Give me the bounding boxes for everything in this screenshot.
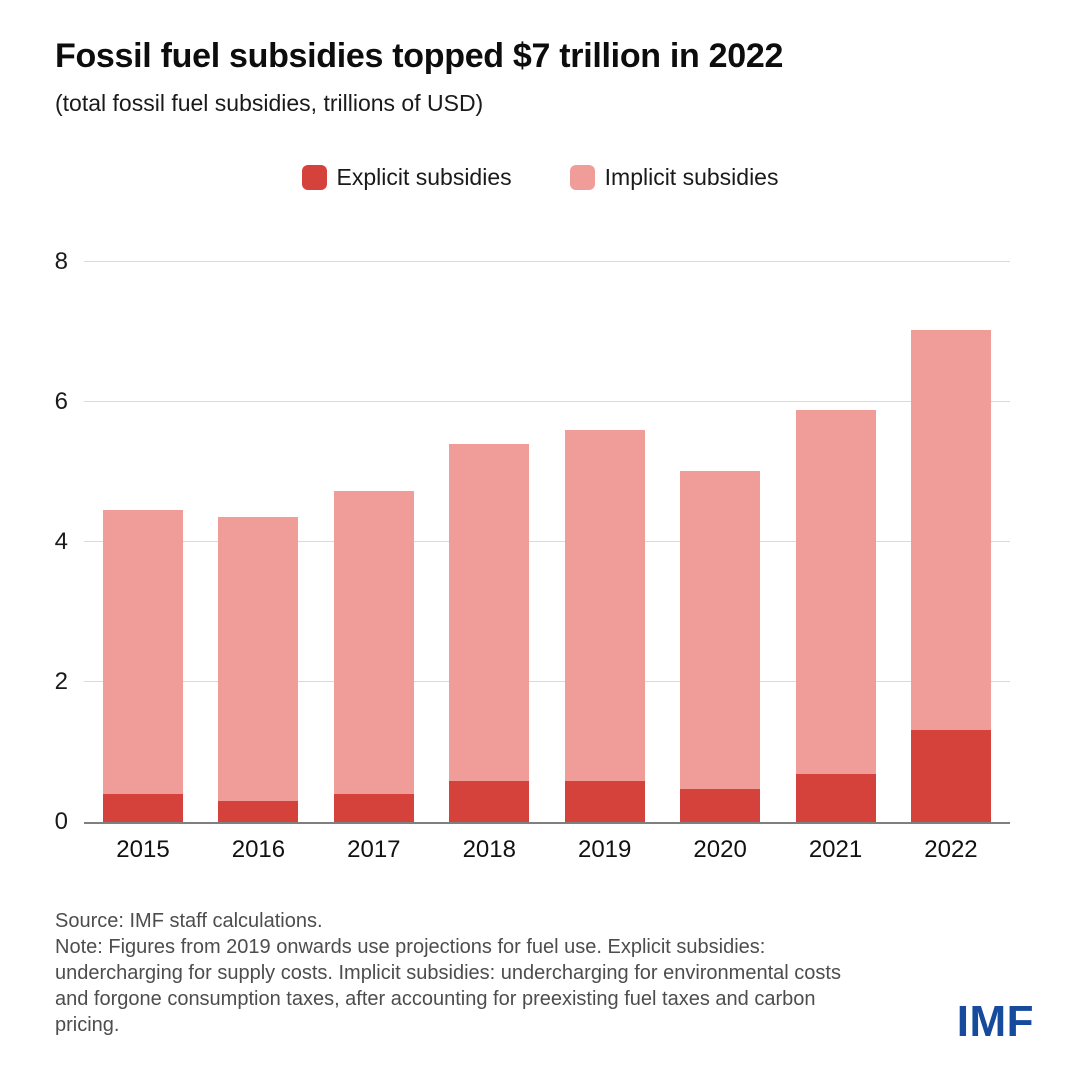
explicit-segment-2020 (680, 789, 761, 822)
implicit-segment-2020 (680, 471, 761, 790)
implicit-segment-2022 (910, 329, 991, 731)
x-tick-label-2020: 2020 (693, 836, 747, 863)
explicit-segment-2016 (218, 801, 299, 822)
bar-2019 (564, 262, 645, 822)
note-line: Note: Figures from 2019 onwards use proj… (55, 936, 841, 1036)
explicit-segment-2021 (795, 773, 876, 822)
x-tick-label-2015: 2015 (116, 836, 170, 863)
bars-container (84, 262, 1010, 822)
y-tick-label-2: 2 (54, 668, 68, 695)
chart-subtitle: (total fossil fuel subsidies, trillions … (55, 90, 484, 116)
bar-2020 (680, 262, 761, 822)
y-tick-label-0: 0 (54, 808, 68, 835)
x-axis-labels: 2015 2016 2017 2018 2019 2020 2021 2022 (84, 836, 1010, 864)
source-line: Source: IMF staff calculations. (55, 910, 323, 932)
implicit-segment-2019 (564, 430, 645, 781)
explicit-subsidies-swatch-icon (301, 164, 327, 190)
footnote: Source: IMF staff calculations. Note: Fi… (55, 908, 855, 1038)
gridline-2 (84, 681, 1010, 682)
y-tick-label-4: 4 (54, 528, 68, 555)
bar-2018 (449, 262, 530, 822)
implicit-subsidies-swatch-icon (569, 164, 595, 190)
chart-title: Fossil fuel subsidies topped $7 trillion… (55, 37, 784, 75)
stacked-bar-chart: 0 2 4 6 8 2015 2016 2017 2018 2019 2020 2021 2022 (55, 250, 1010, 864)
legend: Explicit subsidies Implicit subsidies (0, 163, 1080, 191)
explicit-segment-2018 (449, 781, 530, 822)
x-tick-label-2019: 2019 (577, 836, 632, 863)
gridline-4 (84, 541, 1010, 542)
x-tick-label-2018: 2018 (462, 836, 516, 863)
bar-2016 (218, 262, 299, 822)
implicit-segment-2021 (795, 409, 876, 774)
implicit-segment-2015 (103, 509, 183, 794)
x-tick-label-2017: 2017 (347, 836, 401, 863)
legend-item-implicit: Implicit subsidies (569, 163, 779, 191)
bar-2021 (795, 262, 876, 822)
gridline-6 (84, 401, 1010, 402)
plot-area: 0 2 4 6 8 (55, 250, 1010, 834)
explicit-segment-2015 (103, 794, 183, 822)
y-tick-label-6: 6 (54, 388, 68, 415)
x-axis-line (84, 822, 1010, 824)
implicit-segment-2017 (333, 490, 414, 794)
x-tick-label-2021: 2021 (808, 836, 863, 863)
bar-2015 (103, 262, 183, 822)
explicit-segment-2019 (564, 780, 645, 822)
explicit-segment-2017 (333, 794, 414, 822)
implicit-segment-2018 (449, 444, 530, 782)
y-tick-label-8: 8 (54, 248, 68, 275)
implicit-segment-2016 (218, 516, 299, 801)
imf-logo: IMF (956, 997, 1034, 1046)
x-tick-label-2022: 2022 (924, 836, 978, 863)
bar-2022 (910, 262, 991, 822)
legend-label-explicit: Explicit subsidies (336, 163, 512, 190)
bar-2017 (333, 262, 414, 822)
gridline-8 (84, 261, 1010, 262)
legend-label-implicit: Implicit subsidies (604, 163, 779, 190)
x-tick-label-2016: 2016 (231, 836, 286, 863)
legend-item-explicit: Explicit subsidies (301, 163, 512, 191)
explicit-segment-2022 (910, 730, 991, 822)
